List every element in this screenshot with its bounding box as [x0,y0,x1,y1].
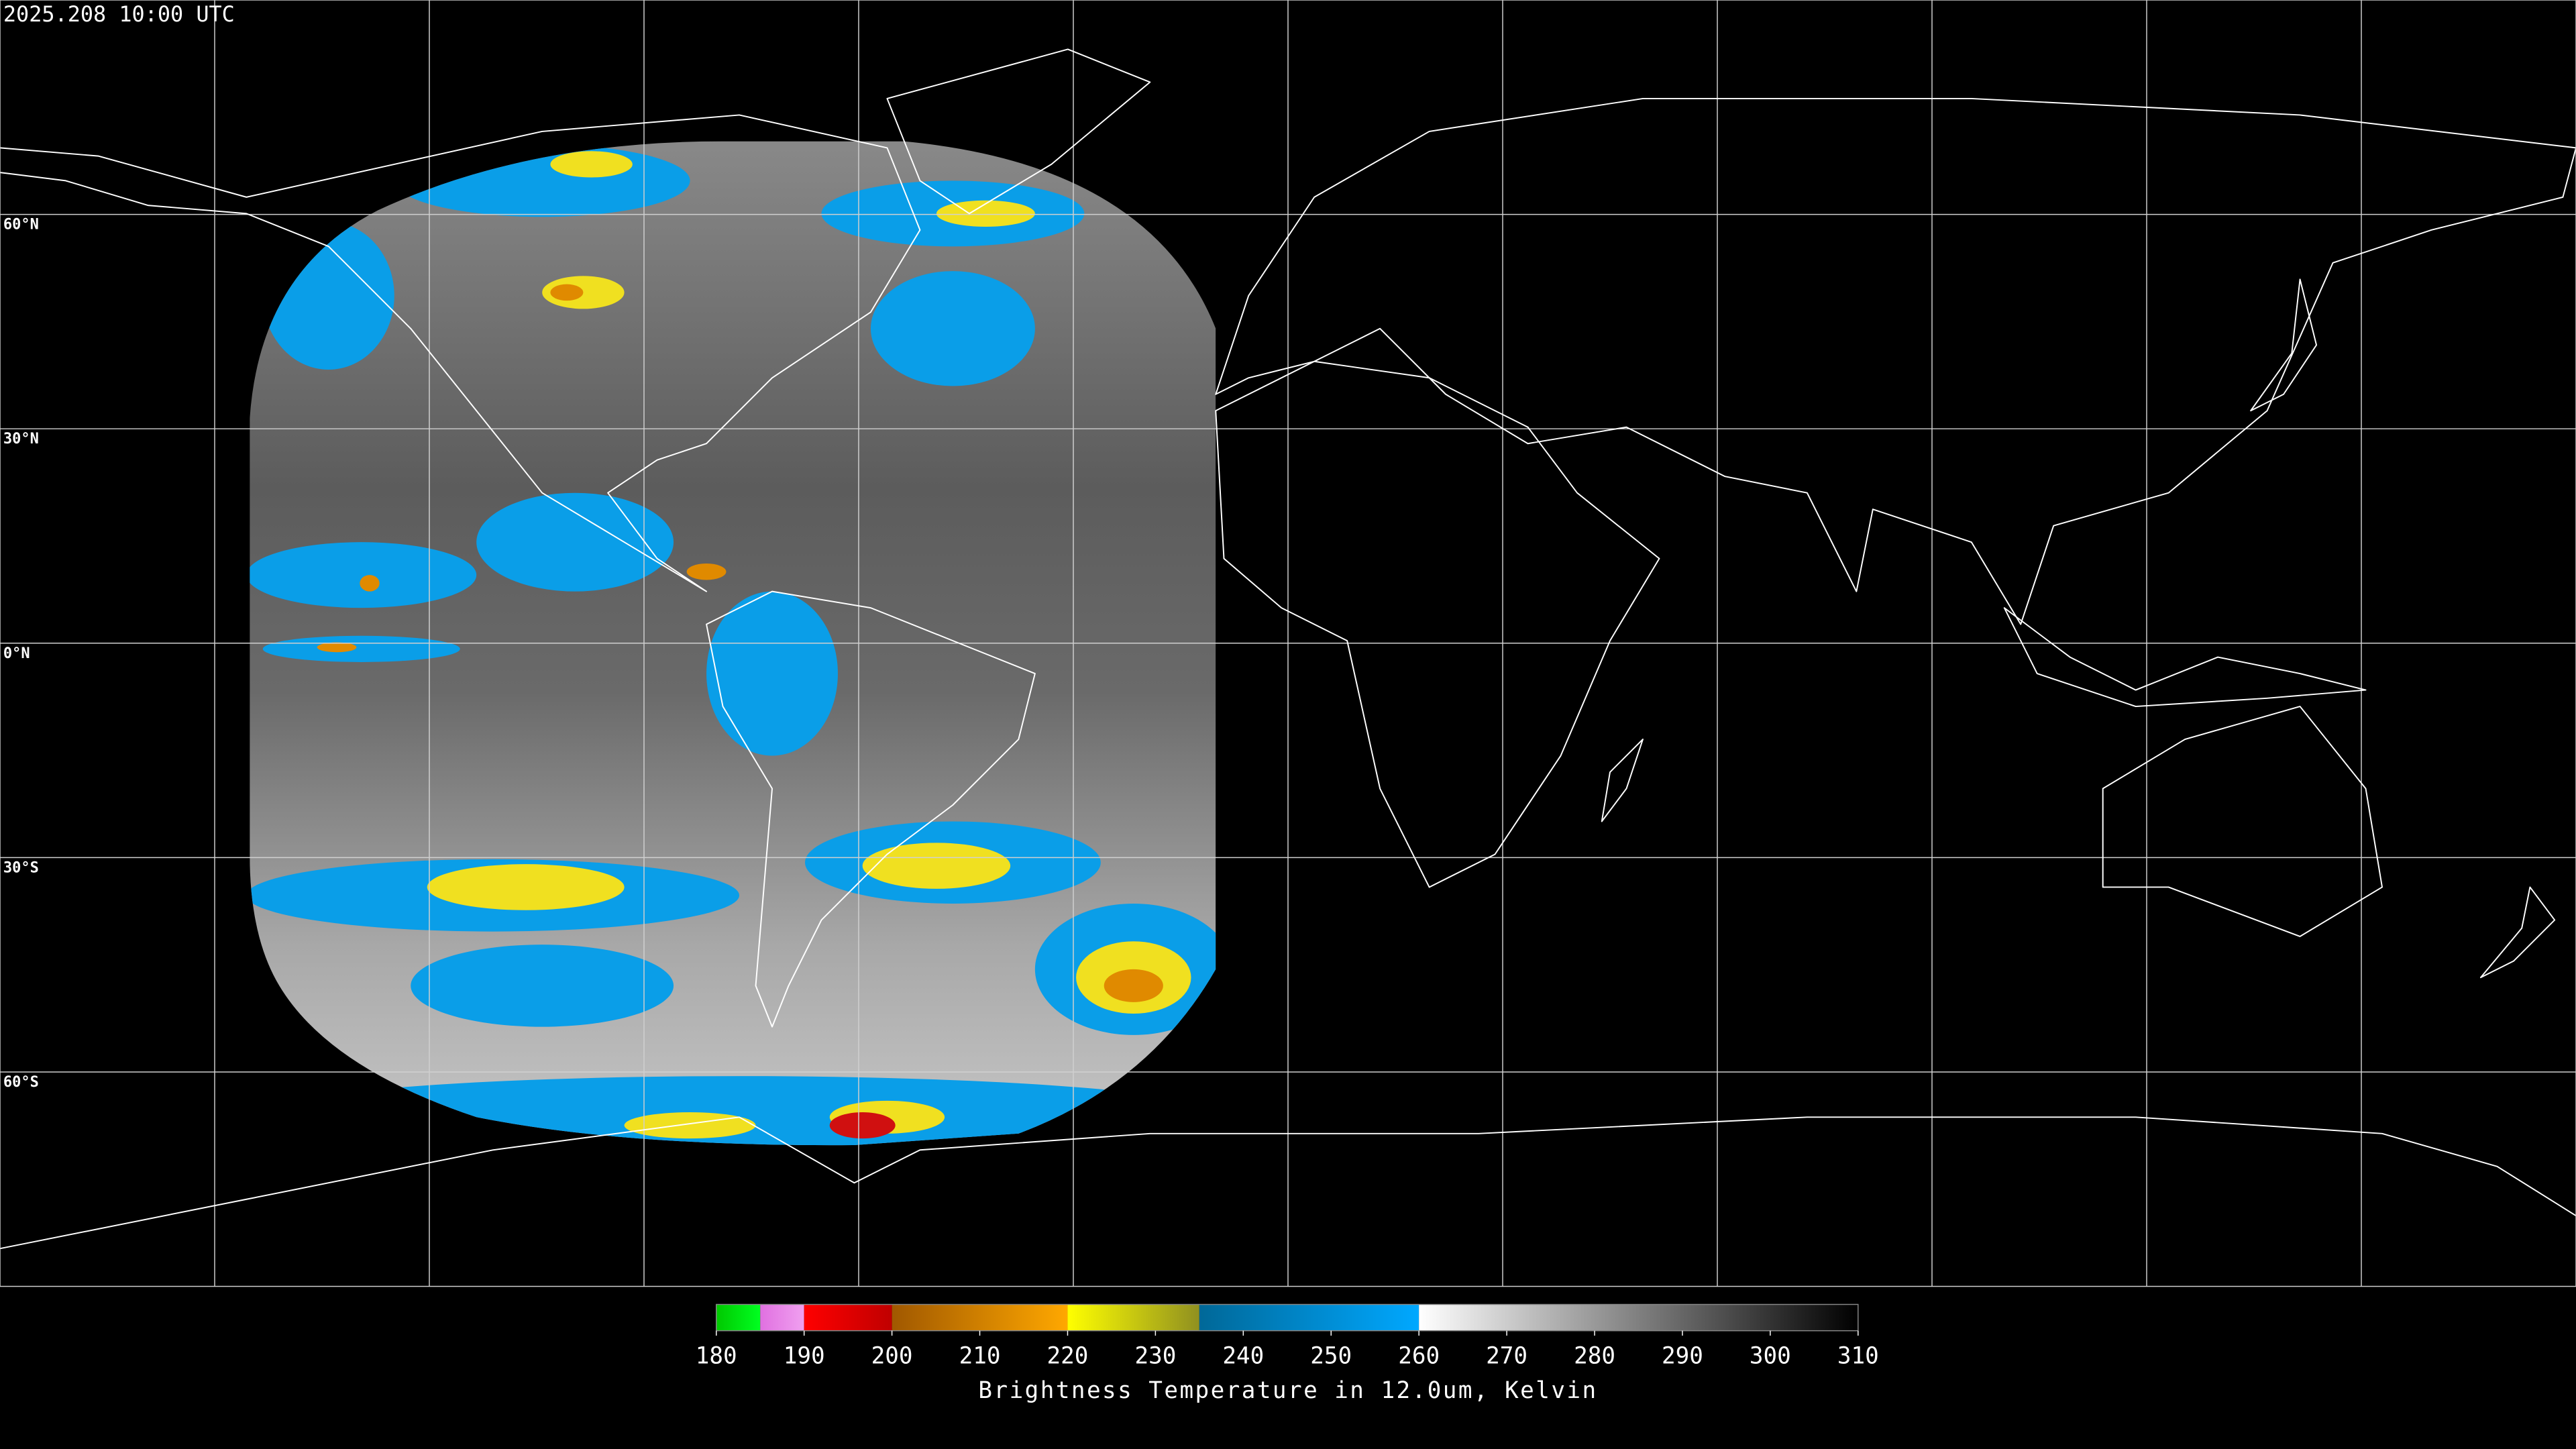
colorbar-tick-label: 290 [1662,1343,1703,1370]
colorbar-segment [892,1304,1068,1331]
colorbar-tick-label: 210 [959,1343,1001,1370]
coast-antarctica [0,1116,2576,1250]
cold-cloud-red [829,1112,896,1139]
coast-madagascar [1601,739,1644,822]
colorbar-tick-label: 180 [696,1343,737,1370]
cold-cloud-yellow [427,151,1191,1139]
colorbar-segment [804,1304,892,1331]
colorbar-title: Brightness Temperature in 12.0um, Kelvin [978,1377,1597,1404]
colorbar-segment [1419,1304,1858,1331]
colorbar-tick-label: 300 [1750,1343,1791,1370]
latitude-label: 60°S [3,1074,39,1091]
coast-greenland [886,48,1151,215]
coast-eurasia [1215,97,2576,625]
colorbar-tick-label: 260 [1398,1343,1440,1370]
coast-africa [1215,360,1660,888]
coast-japan [2250,278,2318,412]
colorbar-tick-label: 270 [1486,1343,1527,1370]
colorbar-tick-label: 200 [871,1343,913,1370]
colorbar-segment [760,1304,804,1331]
latitude-label: 30°S [3,859,39,876]
colorbar-tick-label: 230 [1134,1343,1176,1370]
latitude-labels: 60°N 30°N 0°N 30°S 60°S [3,217,39,1091]
coast-indonesia [2003,607,2367,708]
latitude-label: 60°N [3,217,39,233]
colorbar-tick-label: 240 [1222,1343,1264,1370]
coast-south-america [706,590,1036,1028]
latitude-label: 0°N [3,645,30,662]
coast-north-america [0,114,921,592]
colorbar-segment [716,1304,761,1331]
colorbar-tick-label: 250 [1310,1343,1352,1370]
colorbar-tick-label: 190 [784,1343,825,1370]
latitude-label: 30°N [3,431,39,447]
colorbar-segment [1067,1304,1199,1331]
coastlines [0,48,2576,1250]
timestamp: 2025.208 10:00 UTC [3,1,235,27]
colorbar-frame [716,1303,1859,1332]
cold-cloud-orange [317,284,1163,1002]
coast-new-zealand [2479,886,2556,979]
colorbar-tick-label: 280 [1574,1343,1615,1370]
colorbar: 180 190 200 210 220 230 240 250 260 270 280 290 300 3… [696,1303,1879,1370]
colorbar-tick-label: 310 [1837,1343,1879,1370]
colorbar-tick-label: 220 [1047,1343,1089,1370]
satellite-image [250,141,1216,1146]
coast-australia [2102,706,2383,937]
graticule [0,0,2576,1287]
map-frame [0,0,2576,1287]
colorbar-segment [1199,1304,1419,1331]
